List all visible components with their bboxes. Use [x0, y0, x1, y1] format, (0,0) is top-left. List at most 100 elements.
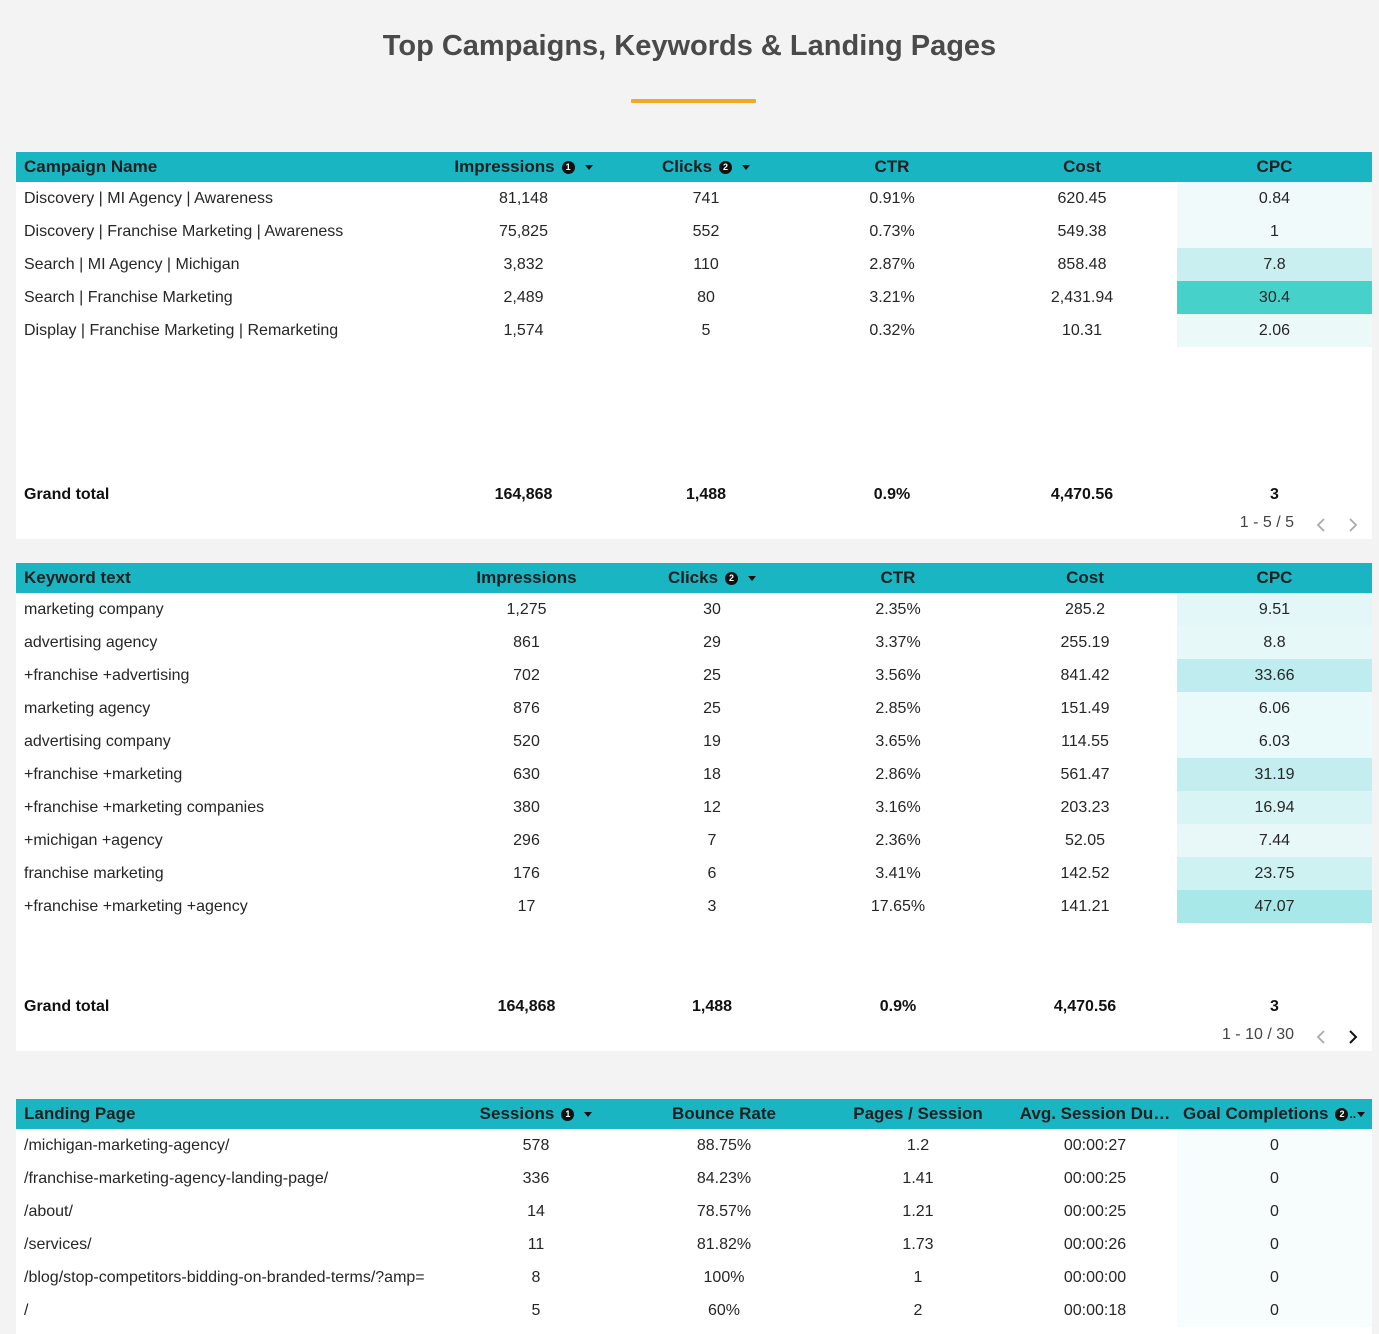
col-pages-per-session[interactable]: Pages / Session [853, 1104, 983, 1123]
sort-desc-icon [748, 575, 757, 581]
cell-clicks: 25 [703, 666, 721, 684]
cell-pages: 1 [913, 1268, 923, 1286]
cell-cpc: 8.8 [1177, 626, 1372, 659]
sort-order-badge: 2 [1335, 1107, 1349, 1121]
cell-cost: 841.42 [1060, 666, 1110, 684]
table-row: /about/14 78.57% 1.21 00:00:25 0 [16, 1195, 1372, 1228]
cell-goals: 0 [1177, 1129, 1372, 1162]
ellipsis-icon: .. [1349, 1107, 1357, 1121]
cell-ctr: 2.87% [869, 255, 915, 273]
cell-ctr: 0.91% [869, 189, 915, 207]
cell-impressions: 520 [513, 732, 540, 750]
col-campaign-name[interactable]: Campaign Name [24, 157, 158, 176]
table-row: /blog/stop-competitors-bidding-on-brande… [16, 1261, 1372, 1294]
cell-name: +franchise +marketing +agency [24, 897, 248, 915]
cell-cost: 10.31 [1061, 321, 1103, 339]
col-impressions[interactable]: Impressions [476, 568, 577, 587]
cell-cpc: 47.07 [1177, 890, 1372, 923]
col-cpc[interactable]: CPC [1256, 157, 1293, 176]
cell-bounce: 81.82% [696, 1235, 752, 1253]
cell-duration: 00:00:27 [1063, 1136, 1127, 1154]
col-ctr[interactable]: CTR [874, 157, 910, 176]
cell-ctr: 17.65% [870, 897, 926, 915]
cell-name: Discovery | Franchise Marketing | Awaren… [24, 222, 344, 240]
cell-cost: 114.55 [1061, 732, 1109, 750]
total-ctr: 0.9% [873, 485, 911, 503]
cell-cost: 620.45 [1057, 189, 1107, 207]
cell-bounce: 60% [707, 1301, 741, 1319]
table-row: /michigan-marketing-agency/578 88.75% 1.2 0… [16, 1129, 1372, 1162]
col-sessions[interactable]: Sessions 1 [443, 1099, 629, 1129]
col-landing-page[interactable]: Landing Page [24, 1104, 136, 1123]
cell-sessions: 11 [527, 1235, 545, 1253]
cell-impressions: 75,825 [499, 222, 548, 240]
cell-ctr: 2.35% [875, 600, 921, 618]
table-row: marketing company 1,275 30 2.35% 285.2 9.51 [16, 593, 1372, 626]
cell-bounce: 88.75% [696, 1136, 752, 1154]
landing-table-header: Landing Page Sessions 1 Bounce Rate Page… [16, 1099, 1372, 1129]
cell-name: /services/ [24, 1235, 92, 1253]
col-impressions[interactable]: Impressions 1 [430, 152, 617, 182]
table-row: +franchise +advertising 702 25 3.56% 841.42 3… [16, 659, 1372, 692]
col-bounce-rate[interactable]: Bounce Rate [672, 1104, 776, 1123]
col-cost[interactable]: Cost [1063, 157, 1101, 176]
table-row: advertising agency 861 29 3.37% 255.19 8.8 [16, 626, 1372, 659]
col-goal-completions[interactable]: Goal Completions 2 .. [1177, 1099, 1372, 1129]
cell-name: /about/ [24, 1202, 73, 1220]
col-cost[interactable]: Cost [1066, 568, 1104, 587]
chevron-right-icon[interactable] [1348, 518, 1358, 532]
cell-clicks: 30 [703, 600, 721, 618]
cell-name: /blog/stop-competitors-bidding-on-brande… [24, 1268, 425, 1286]
chevron-left-icon[interactable] [1316, 1030, 1326, 1044]
chevron-left-icon[interactable] [1316, 518, 1326, 532]
total-clicks: 1,488 [685, 485, 727, 503]
total-cost: 4,470.56 [1050, 485, 1114, 503]
cell-ctr: 0.73% [869, 222, 915, 240]
cell-name: +franchise +advertising [24, 666, 190, 684]
cell-sessions: 336 [522, 1169, 550, 1187]
cell-cpc: 30.4 [1177, 281, 1372, 314]
col-cpc[interactable]: CPC [1256, 568, 1293, 587]
sort-order-badge: 1 [561, 1107, 575, 1121]
cell-cpc: 23.75 [1177, 857, 1372, 890]
cell-impressions: 2,489 [503, 288, 544, 306]
cell-goals: 0 [1177, 1261, 1372, 1294]
cell-cost: 203.23 [1060, 798, 1110, 816]
cell-ctr: 3.56% [875, 666, 921, 684]
col-ctr[interactable]: CTR [880, 568, 916, 587]
cell-cost: 549.38 [1057, 222, 1107, 240]
cell-name: marketing company [24, 600, 164, 618]
cell-name: +franchise +marketing [24, 765, 183, 783]
cell-ctr: 3.21% [869, 288, 915, 306]
cell-pages: 1.73 [902, 1235, 934, 1253]
table-row: Search | MI Agency | Michigan 3,832 110 2.8… [16, 248, 1372, 281]
cell-ctr: 3.41% [875, 864, 921, 882]
cell-clicks: 12 [703, 798, 721, 816]
keywords-grand-total-row: Grand total 164,868 1,488 0.9% 4,470.56 … [16, 990, 1372, 1023]
col-clicks[interactable]: Clicks 2 [617, 152, 795, 182]
table-row: +franchise +marketing companies 380 12 3.16… [16, 791, 1372, 824]
cell-cost: 2,431.94 [1050, 288, 1114, 306]
total-cost: 4,470.56 [1053, 997, 1117, 1015]
total-label: Grand total [24, 997, 110, 1015]
cell-ctr: 0.32% [869, 321, 915, 339]
sort-order-badge: 1 [561, 160, 575, 174]
col-keyword-text[interactable]: Keyword text [24, 568, 131, 587]
col-avg-session-duration[interactable]: Avg. Session Du… [1019, 1104, 1171, 1123]
col-clicks[interactable]: Clicks 2 [623, 563, 801, 593]
cell-pages: 1.21 [902, 1202, 934, 1220]
keywords-table: Keyword text Impressions Clicks 2 CTR Co… [16, 563, 1372, 1051]
table-row: franchise marketing 176 6 3.41% 142.52 23.75 [16, 857, 1372, 890]
cell-pages: 1.2 [906, 1136, 930, 1154]
cell-ctr: 3.65% [875, 732, 921, 750]
cell-cpc: 6.06 [1177, 692, 1372, 725]
cell-cpc: 16.94 [1177, 791, 1372, 824]
sort-desc-icon [584, 164, 593, 170]
cell-bounce: 100% [703, 1268, 745, 1286]
cell-cpc: 33.66 [1177, 659, 1372, 692]
cell-name: +franchise +marketing companies [24, 798, 265, 816]
campaigns-table-header: Campaign Name Impressions 1 Clicks 2 CTR… [16, 152, 1372, 182]
chevron-right-icon[interactable] [1348, 1030, 1358, 1044]
cell-pages: 2 [913, 1301, 923, 1319]
cell-impressions: 81,148 [499, 189, 548, 207]
